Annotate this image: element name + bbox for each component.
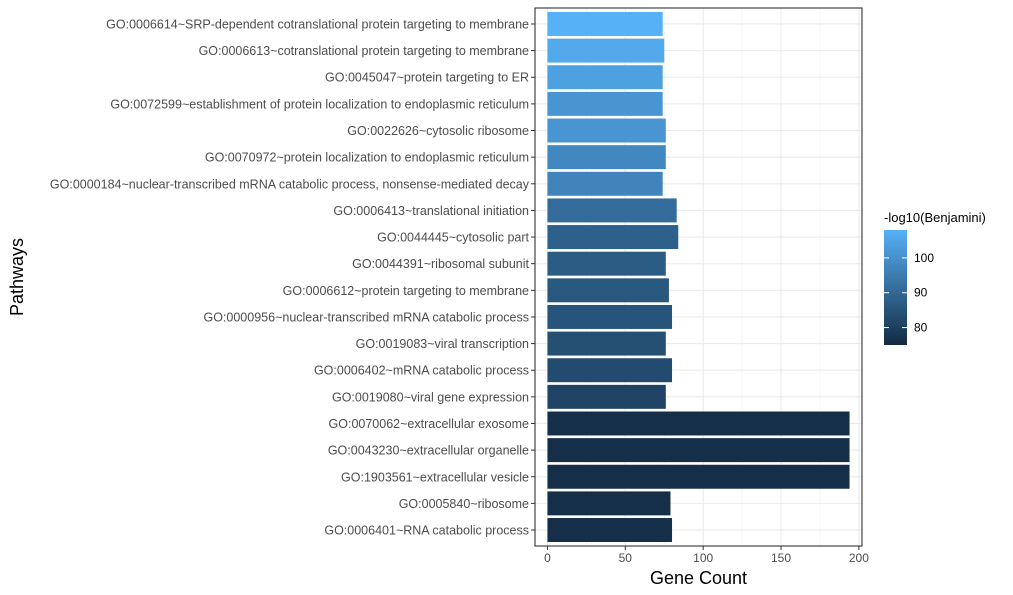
bar [547, 438, 850, 463]
bar [547, 225, 679, 250]
legend-tick-label: 80 [914, 321, 928, 335]
y-axis-title: Pathways [7, 238, 27, 316]
category-label: GO:0045047~protein targeting to ER [325, 71, 529, 85]
plot-area [534, 7, 863, 547]
category-labels: GO:0006614~SRP-dependent cotranslational… [50, 17, 535, 538]
bar [547, 251, 666, 276]
category-label: GO:0044391~ribosomal subunit [352, 257, 529, 271]
bar [547, 491, 671, 516]
x-axis-title: Gene Count [650, 568, 747, 588]
bar [547, 198, 677, 223]
category-label: GO:0019083~viral transcription [356, 337, 529, 351]
category-label: GO:0000184~nuclear-transcribed mRNA cata… [50, 177, 530, 191]
bar [547, 518, 673, 543]
category-label: GO:0006612~protein targeting to membrane [283, 284, 529, 298]
bar [547, 118, 666, 143]
category-label: GO:0006402~mRNA catabolic process [314, 364, 529, 378]
category-label: GO:0022626~cytosolic ribosome [347, 124, 529, 138]
category-label: GO:0043230~extracellular organelle [328, 444, 529, 458]
bar [547, 464, 850, 489]
category-label: GO:0006614~SRP-dependent cotranslational… [106, 17, 529, 31]
bar [547, 278, 669, 303]
category-label: GO:0000956~nuclear-transcribed mRNA cata… [203, 310, 529, 324]
bar [547, 91, 663, 116]
category-label: GO:0044445~cytosolic part [377, 231, 529, 245]
bar [547, 11, 663, 36]
x-tick-label: 0 [544, 551, 551, 565]
category-label: GO:0070972~protein localization to endop… [205, 151, 529, 165]
bar [547, 38, 665, 63]
x-tick-label: 50 [619, 551, 633, 565]
bar [547, 331, 666, 356]
color-legend: -log10(Benjamini) 80 90 100 [884, 210, 986, 345]
x-tick-label: 150 [771, 551, 791, 565]
bar [547, 411, 850, 436]
category-label: GO:0006401~RNA catabolic process [324, 524, 529, 538]
x-axis: 0 50 100 150 200 [544, 546, 869, 565]
bar [547, 145, 666, 170]
bar [547, 358, 673, 383]
legend-tick-label: 90 [914, 286, 928, 300]
legend-colorbar [884, 230, 907, 345]
category-label: GO:0070062~extracellular exosome [329, 417, 530, 431]
bar [547, 171, 663, 196]
x-tick-label: 200 [849, 551, 869, 565]
category-label: GO:0072599~establishment of protein loca… [110, 97, 529, 111]
bar [547, 65, 663, 90]
legend-tick-label: 100 [914, 251, 934, 265]
category-label: GO:1903561~extracellular vesicle [341, 470, 529, 484]
bar [547, 384, 666, 409]
category-label: GO:0006413~translational initiation [333, 204, 529, 218]
plot-border [534, 7, 863, 547]
category-label: GO:0005840~ribosome [399, 497, 529, 511]
x-tick-label: 100 [693, 551, 713, 565]
category-label: GO:0006613~cotranslational protein targe… [199, 44, 529, 58]
legend-title: -log10(Benjamini) [884, 210, 986, 225]
category-label: GO:0019080~viral gene expression [332, 390, 529, 404]
bar [547, 304, 673, 329]
